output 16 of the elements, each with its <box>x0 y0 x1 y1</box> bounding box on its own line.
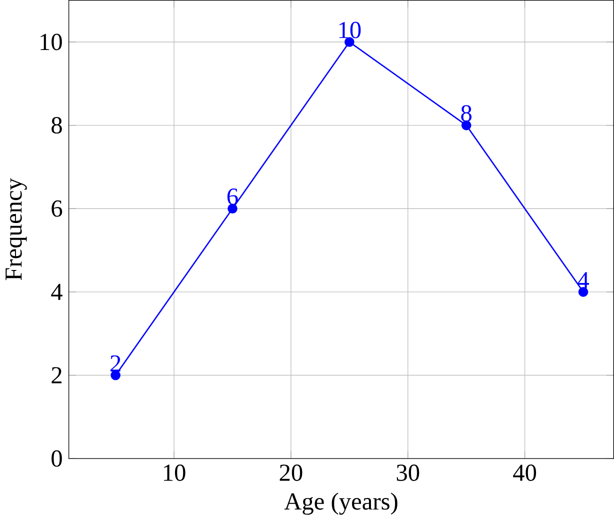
x-tick-label: 40 <box>513 464 536 481</box>
y-tick-label: 4 <box>51 284 62 300</box>
point <box>228 204 238 214</box>
y-tick-label: 6 <box>52 200 62 217</box>
y-tick-label: 8 <box>52 116 62 134</box>
data-label: 10 <box>339 22 361 38</box>
data-label: 8 <box>461 104 472 122</box>
y-tick-label: 2 <box>52 366 62 384</box>
y-tick-label: 0 <box>52 450 62 467</box>
y-axis-title: Frequency <box>6 178 27 280</box>
data-label: 4 <box>578 272 589 288</box>
y-tick-label: 10 <box>40 34 62 50</box>
x-tick-label: 30 <box>396 464 420 481</box>
x-tick-label: 10 <box>164 464 186 481</box>
x-axis-title: Age (years) <box>284 492 398 515</box>
x-tick-label: 20 <box>280 464 302 481</box>
